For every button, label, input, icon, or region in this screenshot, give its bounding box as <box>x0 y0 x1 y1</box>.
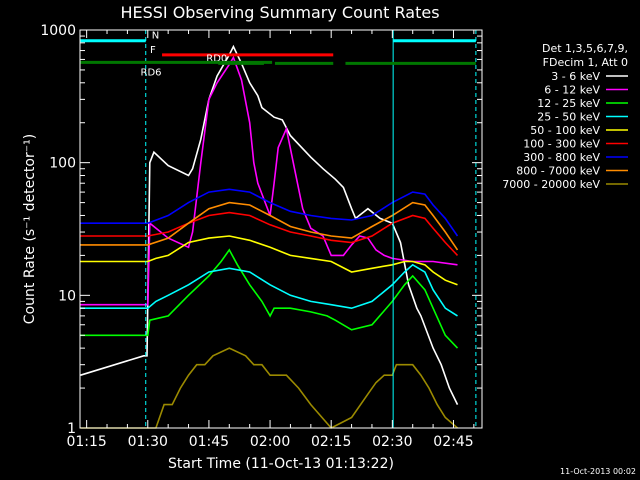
y-tick-label-3: 1000 <box>40 23 76 39</box>
series-line-1 <box>80 55 458 306</box>
series-line-4 <box>80 235 458 286</box>
legend: Det 1,3,5,6,7,9,FDecim 1, Att 03 - 6 keV… <box>502 42 628 191</box>
y-tick-label-1: 10 <box>58 288 76 304</box>
chart-title: HESSI Observing Summary Count Rates <box>120 3 439 22</box>
legend-header-0: Det 1,3,5,6,7,9, <box>542 42 628 55</box>
series-line-8 <box>80 347 459 429</box>
series-line-3 <box>80 263 458 317</box>
x-tick-label-0: 01:15 <box>66 434 106 450</box>
plot-series <box>80 44 459 429</box>
x-tick-label-4: 02:15 <box>311 434 351 450</box>
x-tick-label-3: 02:00 <box>250 434 290 450</box>
axes-ticks: 01:15 01:30 01:45 02:00 02:15 02:30 02:45 1 10 10… <box>40 23 482 450</box>
y-axis-label: Count Rate (s⁻¹ detector⁻¹) <box>22 134 38 324</box>
legend-header-1: FDecim 1, Att 0 <box>543 56 628 69</box>
legend-label-5: 100 - 300 keV <box>523 138 600 151</box>
annotation-label-0: N <box>152 31 159 42</box>
legend-label-3: 25 - 50 keV <box>537 111 600 124</box>
legend-label-0: 3 - 6 keV <box>551 70 600 83</box>
legend-label-6: 300 - 800 keV <box>523 151 600 164</box>
legend-label-8: 7000 - 20000 keV <box>502 178 600 191</box>
legend-label-1: 6 - 12 keV <box>544 84 600 97</box>
footer-timestamp: 11-Oct-2013 00:02 <box>560 467 636 476</box>
series-line-7 <box>80 201 459 251</box>
annotation-label-3: RD6 <box>141 67 162 78</box>
y-tick-label-2: 100 <box>49 156 76 172</box>
x-tick-label-6: 02:45 <box>433 434 473 450</box>
annotation-label-1: F <box>150 45 156 56</box>
x-tick-label-2: 01:45 <box>189 434 229 450</box>
series-line-6 <box>80 188 459 237</box>
legend-label-4: 50 - 100 keV <box>530 124 600 137</box>
x-tick-label-5: 02:30 <box>372 434 412 450</box>
series-line-0 <box>80 44 459 405</box>
x-tick-label-1: 01:30 <box>128 434 168 450</box>
legend-label-7: 800 - 7000 keV <box>516 165 600 178</box>
x-axis-label: Start Time (11-Oct-13 01:13:22) <box>168 456 394 472</box>
plot-frame <box>79 29 483 429</box>
series-line-2 <box>80 248 459 349</box>
annotation-label-2: RD0 <box>206 53 227 64</box>
legend-label-2: 12 - 25 keV <box>537 97 600 110</box>
y-tick-label-0: 1 <box>67 421 76 437</box>
vertical-markers <box>145 30 477 428</box>
annotation-bars: NF RD0 RD6 <box>80 31 476 78</box>
series-line-5 <box>80 211 459 256</box>
